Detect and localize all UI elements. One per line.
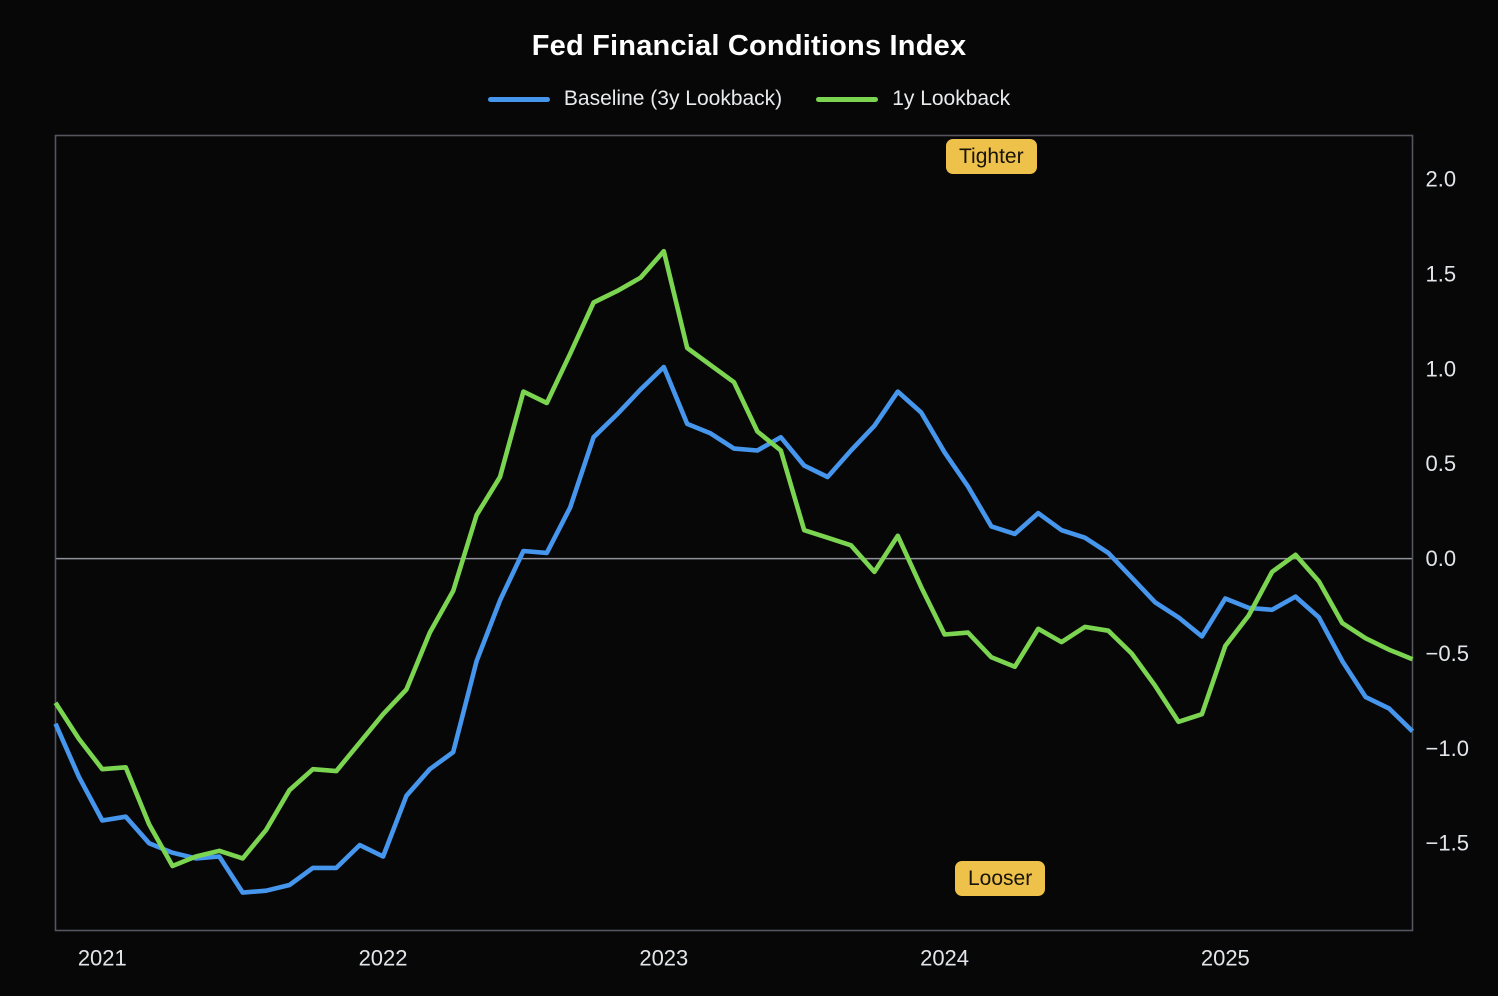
x-axis-tick-label: 2025 [1201,946,1250,971]
x-axis-tick-label: 2022 [359,946,408,971]
legend-item-1y-lookback[interactable]: 1y Lookback [816,87,1010,111]
page-title: Fed Financial Conditions Index [531,30,967,62]
y-axis-tick-label: 1.5 [1426,261,1457,286]
tighter-annotation-badge: Tighter [946,139,1037,174]
y-axis-tick-label: −1.0 [1426,736,1469,761]
baseline_3y-series-line [53,364,1415,895]
y-axis-tick-label: 0.0 [1426,546,1457,571]
y-axis-tick-label: −1.5 [1426,831,1469,856]
legend: Baseline (3y Lookback) 1y Lookback [0,87,1498,111]
1y-lookback-line-swatch-icon [816,96,879,102]
y-axis-tick-label: −0.5 [1426,641,1469,666]
legend-label-1y-lookback: 1y Lookback [892,87,1011,110]
y-axis-tick-label: 1.0 [1426,356,1457,381]
y-axis-tick-label: 2.0 [1426,167,1457,192]
x-axis-tick-label: 2023 [639,946,688,971]
y-axis-tick-label: 0.5 [1426,451,1457,476]
legend-label-baseline: Baseline (3y Lookback) [563,87,783,110]
x-axis-tick-label: 2021 [78,946,127,971]
legend-item-baseline[interactable]: Baseline (3y Lookback) [487,87,783,111]
x-axis-tick-label: 2024 [920,946,969,971]
plot-border [54,134,1414,932]
baseline-line-swatch-icon [487,96,550,102]
lookback_1y-series-line [53,248,1414,869]
looser-annotation-badge: Looser [955,861,1046,896]
